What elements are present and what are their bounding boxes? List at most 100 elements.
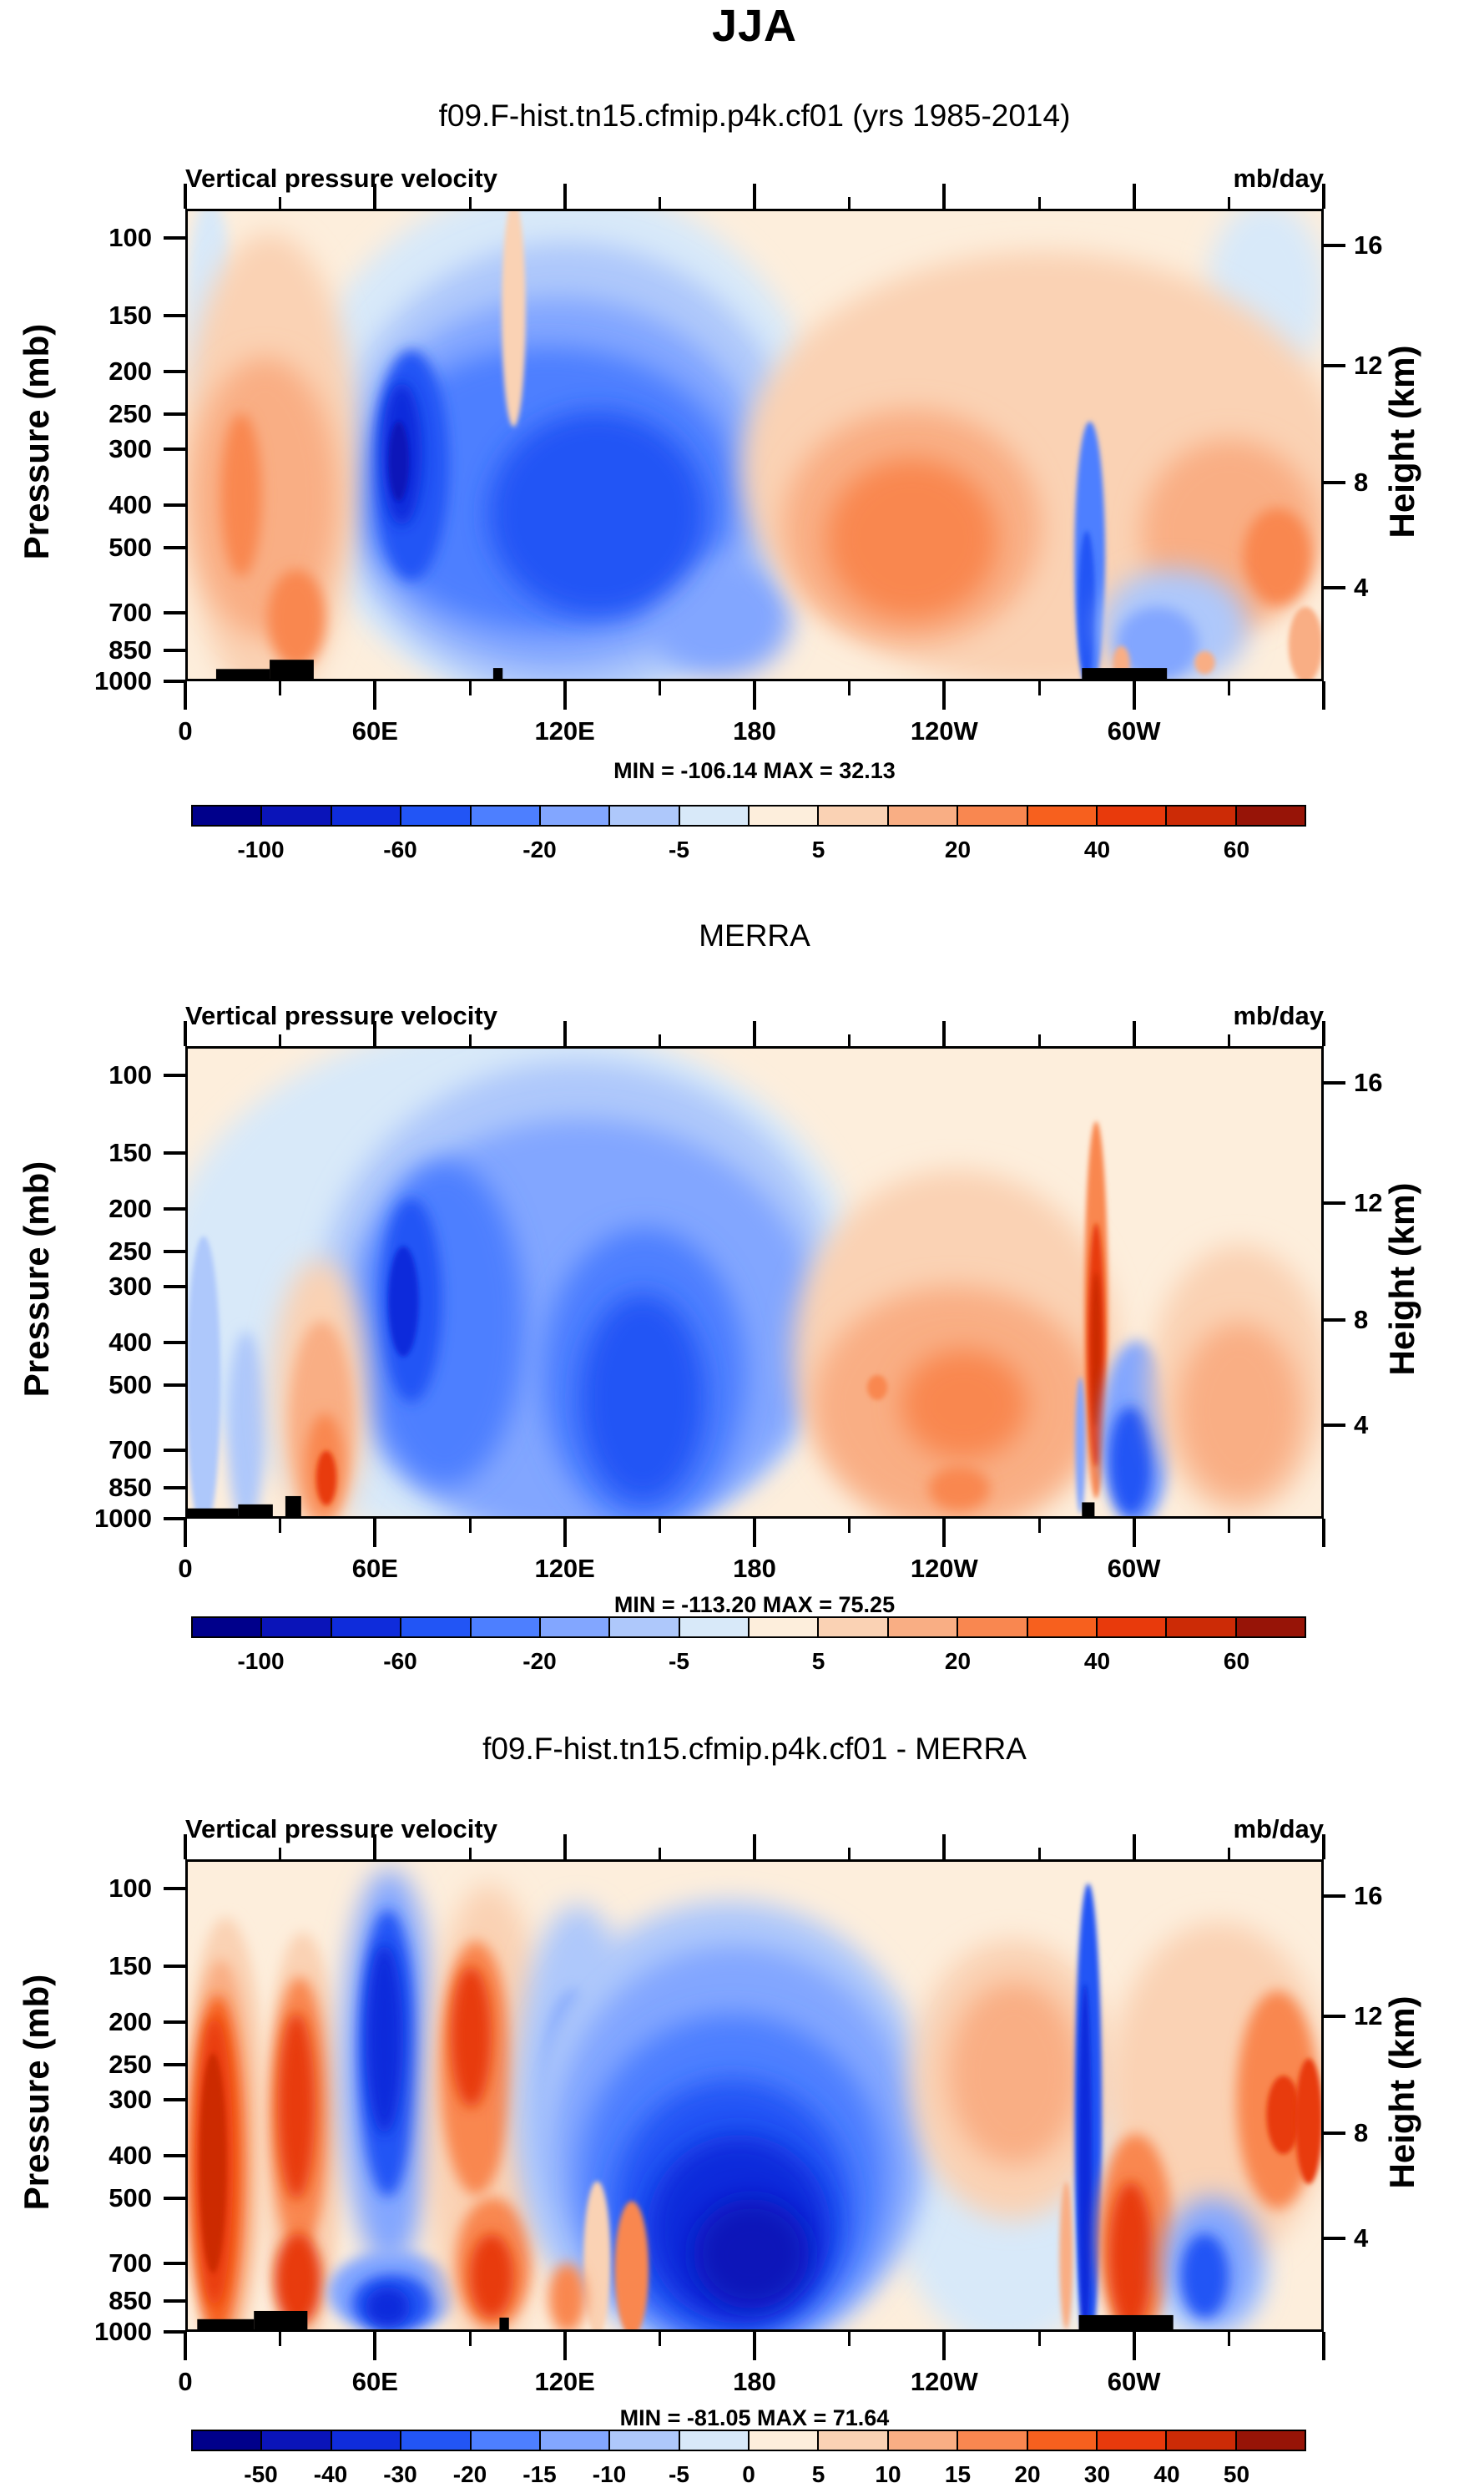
colorbar-cell <box>748 2430 820 2451</box>
x-minor-tick-bottom <box>1227 2332 1230 2346</box>
x-tick-label: 60E <box>351 2367 398 2396</box>
height-tick <box>1324 243 1345 247</box>
units-label: mb/day <box>1233 1814 1324 1843</box>
pressure-tick-label: 1000 <box>94 2317 152 2346</box>
pressure-tick <box>164 610 185 614</box>
colorbar-cell <box>400 1616 472 1638</box>
x-minor-tick-bottom <box>1037 1519 1041 1533</box>
x-major-tick-bottom <box>184 681 187 710</box>
colorbar-label: 40 <box>1153 2461 1180 2487</box>
x-major-tick-top <box>563 1834 567 1859</box>
pressure-tick <box>164 412 185 417</box>
x-major-tick-bottom <box>942 1519 946 1547</box>
colorbar-cell <box>748 805 820 827</box>
x-major-tick-top <box>942 1834 946 1859</box>
x-major-tick-top <box>563 184 567 209</box>
pressure-tick <box>164 1151 185 1156</box>
pressure-tick-label: 150 <box>109 1138 152 1168</box>
x-major-tick-top <box>1322 1834 1325 1859</box>
x-tick-label: 180 <box>733 716 776 746</box>
height-tick-label: 8 <box>1354 1305 1369 1335</box>
height-tick <box>1324 586 1345 590</box>
colorbar-label: -20 <box>522 837 557 862</box>
x-major-tick-bottom <box>1322 681 1325 710</box>
colorbar-cell <box>957 805 1028 827</box>
height-tick <box>1324 481 1345 485</box>
units-label: mb/day <box>1233 1001 1324 1030</box>
height-tick-label: 4 <box>1354 573 1369 603</box>
height-tick <box>1324 1894 1345 1898</box>
pressure-tick-label: 200 <box>109 2006 152 2036</box>
pressure-tick <box>164 1073 185 1077</box>
x-minor-tick-top <box>279 1034 282 1046</box>
x-minor-tick-top <box>658 197 661 209</box>
figure-title: JJA <box>711 1 798 51</box>
height-tick-label: 8 <box>1354 468 1369 498</box>
colorbar-cell <box>469 1616 541 1638</box>
x-major-tick-bottom <box>753 681 756 710</box>
x-minor-tick-top <box>279 197 282 209</box>
x-tick-label: 120E <box>534 716 595 746</box>
pressure-tick-label: 400 <box>109 2140 152 2170</box>
colorbar-label: -10 <box>592 2461 627 2487</box>
pressure-tick-label: 1000 <box>94 1504 152 1533</box>
x-major-tick-bottom <box>1132 2332 1136 2360</box>
colorbar-label: -5 <box>669 1648 689 1674</box>
pressure-tick-label: 250 <box>109 2050 152 2080</box>
pressure-tick <box>164 1517 185 1520</box>
colorbar-cell <box>330 2430 402 2451</box>
x-major-tick-bottom <box>753 2332 756 2360</box>
pressure-tick <box>164 2063 185 2067</box>
colorbar-cell <box>469 2430 541 2451</box>
x-tick-label: 180 <box>733 2367 776 2396</box>
height-tick-label: 12 <box>1354 350 1383 380</box>
colorbar-label: 30 <box>1083 2461 1111 2487</box>
x-tick-label: 60W <box>1107 716 1161 746</box>
colorbar-cell <box>817 805 889 827</box>
x-major-tick-bottom <box>1322 1519 1325 1547</box>
height-axis-title: Height (km) <box>1382 1182 1421 1376</box>
pressure-tick <box>164 1965 185 1969</box>
contour-field <box>188 1862 1321 2329</box>
colorbar-cell <box>1095 2430 1168 2451</box>
colorbar-cell <box>678 805 750 827</box>
colorbar-label: -20 <box>452 2461 487 2487</box>
colorbar-cell <box>886 805 959 827</box>
pressure-tick-label: 100 <box>109 1059 152 1090</box>
x-minor-tick-top <box>1227 197 1230 209</box>
x-minor-tick-top <box>848 1848 851 1859</box>
contour-field <box>188 1049 1321 1516</box>
x-tick-label: 120W <box>910 716 978 746</box>
colorbar-label: -5 <box>669 2461 689 2487</box>
panel-title: f09.F-hist.tn15.cfmip.p4k.cf01 (yrs 1985… <box>438 99 1071 133</box>
colorbar-label: 40 <box>1083 837 1111 862</box>
pressure-tick-label: 700 <box>109 2248 152 2278</box>
x-major-tick-top <box>753 1834 756 1859</box>
x-minor-tick-top <box>1227 1848 1230 1859</box>
x-minor-tick-bottom <box>279 681 282 695</box>
x-major-tick-bottom <box>563 1519 567 1547</box>
pressure-tick-label: 300 <box>109 2085 152 2115</box>
x-minor-tick-top <box>468 197 472 209</box>
colorbar-cell <box>400 805 472 827</box>
colorbar-cell <box>260 2430 332 2451</box>
x-tick-label: 0 <box>178 1554 193 1583</box>
pressure-tick <box>164 448 185 452</box>
x-major-tick-bottom <box>1132 681 1136 710</box>
height-tick <box>1324 1424 1345 1428</box>
colorbar-label: -40 <box>313 2461 348 2487</box>
x-major-tick-top <box>563 1021 567 1046</box>
pressure-tick-label: 500 <box>109 533 152 563</box>
colorbar-cell <box>1234 2430 1306 2451</box>
x-minor-tick-top <box>848 197 851 209</box>
x-minor-tick-bottom <box>848 681 851 695</box>
x-tick-label: 120E <box>534 2367 595 2396</box>
x-minor-tick-top <box>1037 197 1041 209</box>
pressure-tick-label: 250 <box>109 1236 152 1267</box>
x-minor-tick-bottom <box>1227 681 1230 695</box>
colorbar-label: 50 <box>1223 2461 1250 2487</box>
colorbar-cell <box>817 1616 889 1638</box>
x-minor-tick-bottom <box>1227 1519 1230 1533</box>
pressure-tick <box>164 2153 185 2157</box>
pressure-axis-title: Pressure (mb) <box>17 1161 56 1398</box>
